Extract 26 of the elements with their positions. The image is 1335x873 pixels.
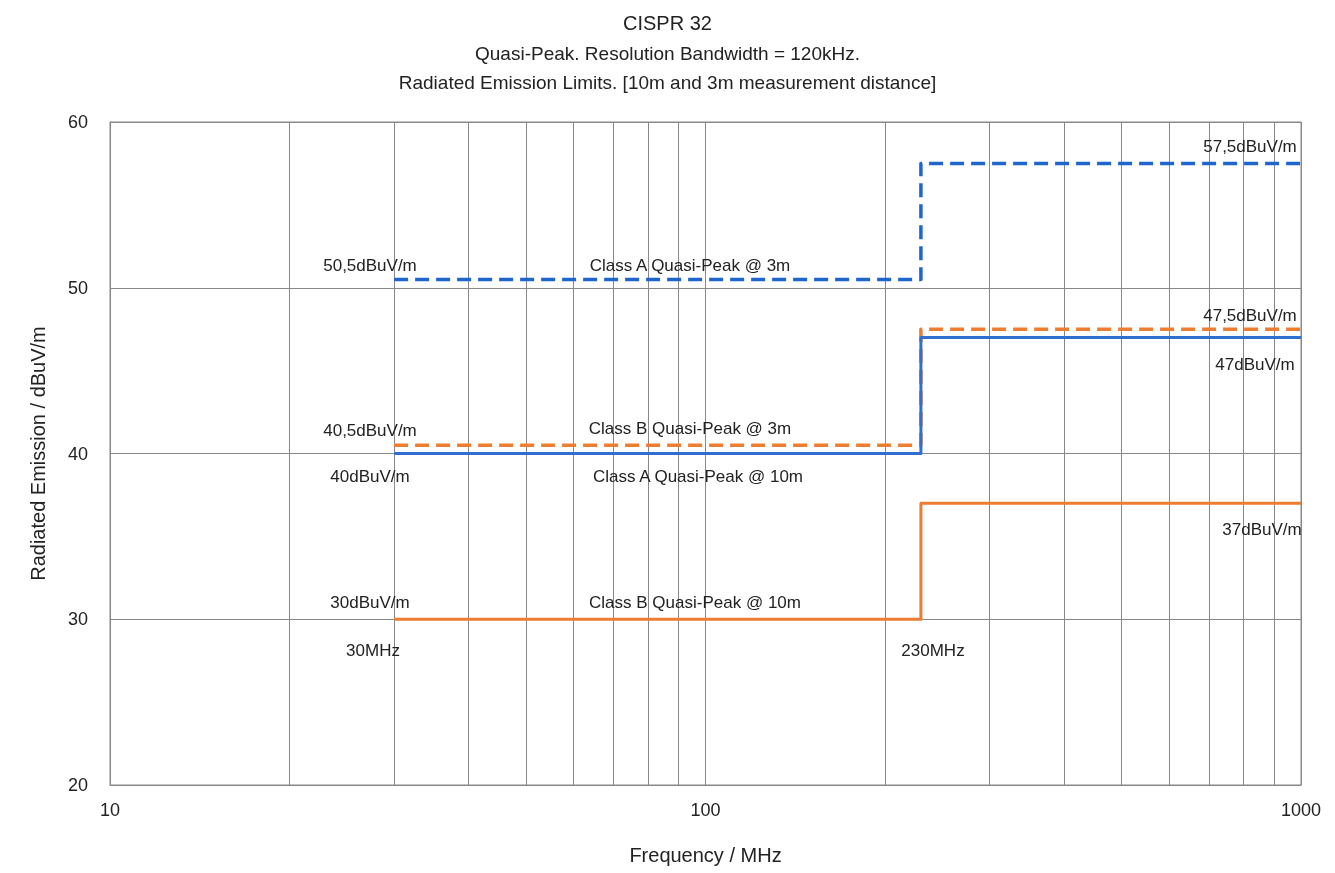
chart-title: CISPR 32 [623,12,712,34]
y-tick-label: 30 [67,609,88,630]
x-tick-label: 100 [690,800,721,820]
x-axis-title: Frequency / MHz [629,844,782,866]
y-tick-label: 40 [67,443,88,464]
annotation: 30MHz [346,640,400,660]
annotation: 30dBuV/m [330,592,410,612]
annotation: 40,5dBuV/m [323,420,417,440]
y-tick-label: 20 [67,775,88,795]
x-tick-label: 10 [99,800,121,820]
x-tick-label: 1000 [1280,800,1322,820]
chart-subtitle: Quasi-Peak. Resolution Bandwidth = 120kHz. Radiated Emission Limits. [10m and 3m measurement distance] [398,43,937,93]
annotation: 57,5dBuV/m [1203,136,1297,156]
annotation: Class A Quasi-Peak @ 10m [592,466,804,486]
annotation: 47,5dBuV/m [1203,305,1297,325]
annotation: 37dBuV/m [1222,519,1302,539]
annotation: 47dBuV/m [1215,354,1295,374]
annotation: 50,5dBuV/m [323,255,417,275]
annotation: 230MHz [901,640,965,660]
annotation: 40dBuV/m [330,466,410,486]
annotation: Class B Quasi-Peak @ 3m [588,418,792,438]
annotation: Class B Quasi-Peak @ 10m [589,592,801,612]
y-tick-label: 60 [67,112,88,132]
annotation: Class A Quasi-Peak @ 3m [589,255,791,275]
y-axis-title: Radiated Emission / dBuV/m [27,326,49,581]
y-tick-label: 50 [67,277,88,298]
